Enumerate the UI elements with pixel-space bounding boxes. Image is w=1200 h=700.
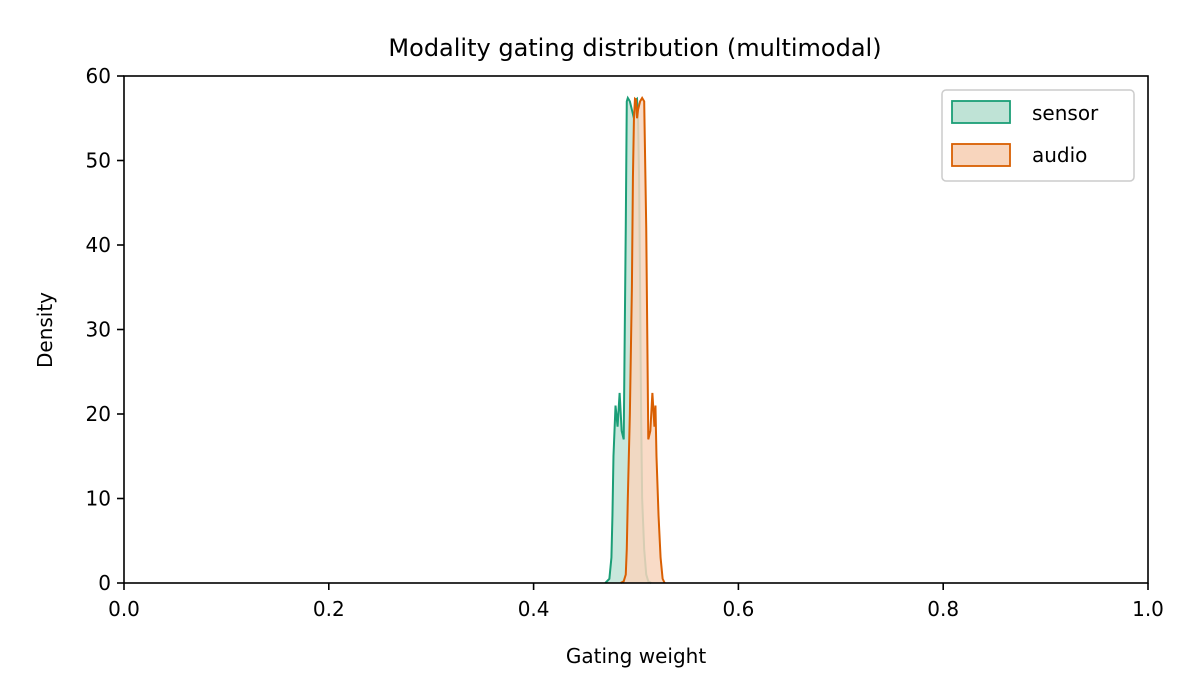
density-area-audio <box>620 97 665 583</box>
x-tick-label: 1.0 <box>1132 597 1164 621</box>
y-tick-label: 20 <box>86 402 111 426</box>
y-axis: 0 10 20 30 40 50 60 <box>86 64 124 595</box>
x-axis: 0.0 0.2 0.4 0.6 0.8 1.0 <box>108 583 1164 621</box>
x-tick-label: 0.2 <box>313 597 345 621</box>
y-axis-label: Density <box>33 292 57 368</box>
y-tick-label: 10 <box>86 487 111 511</box>
chart-title: Modality gating distribution (multimodal… <box>388 34 881 62</box>
legend-label-sensor: sensor <box>1032 101 1099 125</box>
legend: sensor audio <box>941 89 1135 182</box>
x-tick-label: 0.8 <box>927 597 959 621</box>
x-tick-label: 0.0 <box>108 597 140 621</box>
plot-area <box>604 95 666 584</box>
density-line-audio <box>620 96 666 584</box>
y-tick-label: 50 <box>86 149 111 173</box>
legend-swatch-audio <box>951 143 1011 167</box>
y-tick-label: 40 <box>86 233 111 257</box>
x-tick-label: 0.4 <box>518 597 550 621</box>
x-axis-label: Gating weight <box>566 644 706 668</box>
x-tick-label: 0.6 <box>722 597 754 621</box>
y-tick-label: 0 <box>98 571 111 595</box>
y-tick-label: 30 <box>86 318 111 342</box>
legend-swatch-sensor <box>951 100 1011 124</box>
legend-label-audio: audio <box>1032 143 1087 167</box>
y-tick-label: 60 <box>86 64 111 88</box>
